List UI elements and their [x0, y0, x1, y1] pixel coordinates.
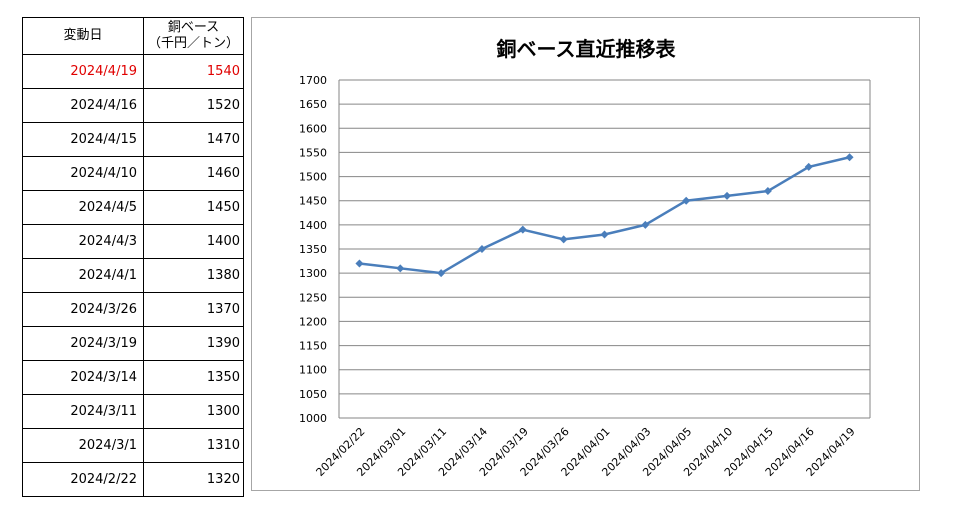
y-tick-label: 1650 [299, 98, 327, 111]
line-chart: 銅ベース直近推移表 1000 1050 1100 1150 1200 1250 1300 13… [251, 17, 920, 491]
table-row: 2024/3/11 1300 [22, 394, 244, 429]
table-row: 2024/3/14 1350 [22, 360, 244, 395]
row-price: 1450 [143, 190, 244, 225]
data-point [437, 269, 446, 278]
header-price-line1: 銅ベース [167, 20, 220, 35]
y-tick-label: 1050 [299, 388, 327, 401]
table-body: 2024/4/19 1540 2024/4/16 1520 2024/4/15 1470 2… [22, 54, 244, 497]
table-row: 2024/4/15 1470 [22, 122, 244, 157]
data-point [641, 220, 650, 229]
table-row: 2024/4/10 1460 [22, 156, 244, 191]
y-tick-label: 1300 [299, 267, 327, 280]
row-date: 2024/3/26 [22, 292, 144, 327]
data-point [355, 259, 364, 268]
row-price: 1300 [143, 394, 244, 429]
row-date: 2024/2/22 [22, 462, 144, 497]
table-row: 2024/4/19 1540 [22, 54, 244, 89]
data-point [600, 230, 609, 239]
row-price: 1380 [143, 258, 244, 293]
y-tick-label: 1450 [299, 195, 327, 208]
row-price: 1350 [143, 360, 244, 395]
row-price: 1370 [143, 292, 244, 327]
table-row: 2024/3/1 1310 [22, 428, 244, 463]
chart-title: 銅ベース直近推移表 [497, 37, 677, 61]
y-tick-label: 1550 [299, 146, 327, 159]
data-point [804, 162, 813, 171]
header-date: 変動日 [22, 17, 144, 55]
y-tick-label: 1400 [299, 219, 327, 232]
data-point [477, 245, 486, 253]
row-date: 2024/3/14 [22, 360, 144, 395]
row-price: 1520 [143, 88, 244, 123]
header-price-line2: （千円／トン） [147, 36, 239, 51]
data-point [682, 196, 691, 205]
y-tick-label: 1350 [299, 243, 327, 256]
data-point [763, 187, 772, 196]
data-point [396, 264, 405, 273]
y-tick-label: 1600 [299, 122, 327, 135]
table-row: 2024/4/16 1520 [22, 88, 244, 123]
x-axis-ticks: 2024/02/222024/03/012024/03/112024/03/14… [314, 425, 858, 479]
y-tick-label: 1000 [299, 412, 327, 425]
table-header-row: 変動日 銅ベース （千円／トン） [22, 17, 244, 55]
table-row: 2024/4/5 1450 [22, 190, 244, 225]
y-tick-label: 1100 [299, 364, 327, 377]
row-price: 1540 [143, 54, 244, 89]
row-date: 2024/4/19 [22, 54, 144, 89]
row-date: 2024/4/10 [22, 156, 144, 191]
row-price: 1460 [143, 156, 244, 191]
header-price: 銅ベース （千円／トン） [143, 17, 244, 55]
row-price: 1390 [143, 326, 244, 361]
y-tick-label: 1700 [299, 74, 327, 87]
data-point [518, 225, 527, 234]
row-price: 1310 [143, 428, 244, 463]
chart-svg: 銅ベース直近推移表 1000 1050 1100 1150 1200 1250 1300 13… [299, 37, 871, 479]
table-row: 2024/4/1 1380 [22, 258, 244, 293]
row-date: 2024/3/19 [22, 326, 144, 361]
row-date: 2024/3/1 [22, 428, 144, 463]
row-date: 2024/4/5 [22, 190, 144, 225]
y-tick-label: 1150 [299, 340, 327, 353]
row-date: 2024/4/15 [22, 122, 144, 157]
data-point [845, 153, 854, 162]
row-price: 1470 [143, 122, 244, 157]
table-row: 2024/2/22 1320 [22, 462, 244, 497]
data-point [723, 191, 732, 200]
series-line [355, 153, 854, 278]
table-row: 2024/4/3 1400 [22, 224, 244, 259]
y-axis-ticks: 1000 1050 1100 1150 1200 1250 1300 1350 1400 1450… [299, 74, 327, 425]
y-tick-label: 1250 [299, 291, 327, 304]
y-tick-label: 1200 [299, 315, 327, 328]
row-price: 1400 [143, 224, 244, 259]
table-row: 2024/3/26 1370 [22, 292, 244, 327]
row-date: 2024/4/16 [22, 88, 144, 123]
y-tick-label: 1500 [299, 171, 327, 184]
price-table: 変動日 銅ベース （千円／トン） 2024/4/19 1540 2024/4/16 1… [22, 17, 244, 497]
row-price: 1320 [143, 462, 244, 497]
series-polyline [359, 156, 850, 275]
table-row: 2024/3/19 1390 [22, 326, 244, 361]
row-date: 2024/4/3 [22, 224, 144, 259]
gridlines [338, 79, 871, 419]
data-point [559, 235, 568, 244]
row-date: 2024/3/11 [22, 394, 144, 429]
row-date: 2024/4/1 [22, 258, 144, 293]
